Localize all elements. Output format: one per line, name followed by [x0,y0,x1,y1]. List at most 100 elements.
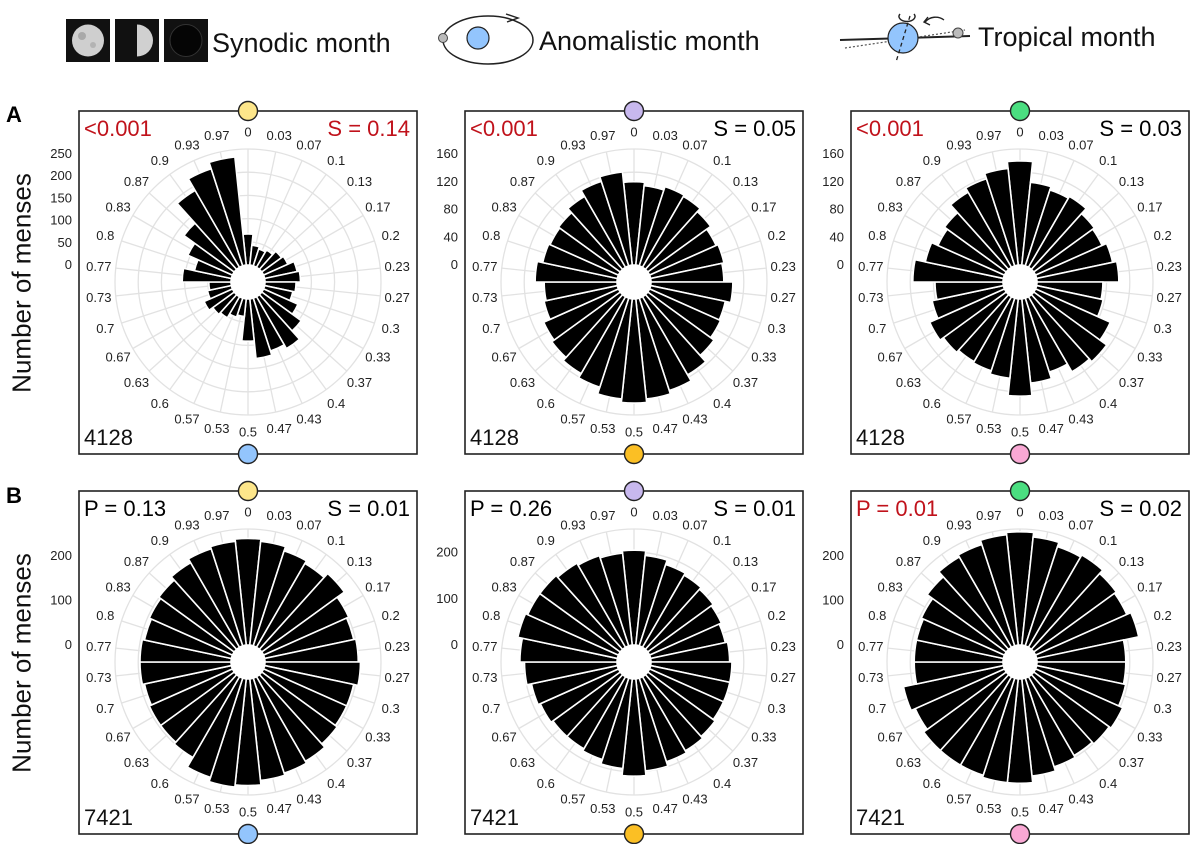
angle-tick-label: 0.17 [751,200,776,215]
angle-tick-label: 0.8 [96,228,114,243]
angle-tick-label: 0.2 [768,228,786,243]
radial-tick-label: 80 [444,202,458,217]
angle-tick-label: 0.23 [1157,259,1182,274]
phase-marker-top-icon [1009,480,1031,502]
angle-tick-label: 0.27 [1157,290,1182,305]
angle-tick-label: 0.4 [713,396,731,411]
angle-tick-label: 0.23 [385,259,410,274]
angle-tick-label: 0.57 [174,792,199,807]
angle-tick-label: 0.07 [1068,518,1093,533]
left-stat: <0.001 [856,116,924,141]
radial-tick-label: 100 [822,593,844,608]
phase-marker-bottom-icon [623,443,645,465]
angle-tick-label: 0.63 [510,375,535,390]
angle-tick-label: 0.77 [86,639,111,654]
phase-marker-top-icon [1009,100,1031,122]
angle-tick-label: 0 [1016,125,1023,140]
angle-tick-label: 0.63 [896,375,921,390]
angle-tick-label: 0.53 [976,421,1001,436]
radial-tick-label: 200 [50,548,72,563]
angle-tick-label: 0.87 [896,174,921,189]
angle-tick-label: 0.53 [590,421,615,436]
angle-tick-label: 0.27 [771,290,796,305]
angle-tick-label: 0.13 [733,554,758,569]
angle-tick-label: 0.27 [385,670,410,685]
radial-tick-label: 100 [50,213,72,228]
angle-tick-label: 0.33 [365,350,390,365]
full-moon-icon [66,19,110,62]
angle-tick-label: 0.77 [858,639,883,654]
angle-tick-label: 0.3 [768,701,786,716]
angle-tick-label: 0.9 [151,153,169,168]
angle-tick-label: 0.23 [771,639,796,654]
angle-tick-label: 0.7 [868,321,886,336]
phase-marker-top-icon [623,100,645,122]
angle-tick-label: 0.47 [1039,801,1064,816]
angle-tick-label: 0.53 [204,421,229,436]
angle-tick-label: 0.77 [472,639,497,654]
legend-synodic: Synodic month [212,28,391,58]
angle-tick-label: 0.07 [682,138,707,153]
angle-tick-label: 0 [630,125,637,140]
angle-tick-label: 0.07 [682,518,707,533]
angle-tick-label: 0 [630,505,637,520]
angle-tick-label: 0.77 [472,259,497,274]
row-letter-a: A [6,102,22,127]
angle-tick-label: 0.2 [1154,608,1172,623]
chart-a-anomalistic: 0 0.03 0.07 0.10.13 0.17 0.2 0.23 0.27 0.3 0.33 0.… [436,100,804,465]
angle-tick-label: 0.77 [858,259,883,274]
angle-tick-label: 0.87 [510,554,535,569]
angle-tick-label: 0.73 [472,670,497,685]
angle-tick-label: 0.33 [1137,350,1162,365]
angle-tick-label: 0.37 [347,375,372,390]
angle-tick-label: 0.17 [1137,580,1162,595]
angle-tick-label: 0.6 [537,776,555,791]
chart-b-synodic: 0 0.03 0.07 0.10.13 0.17 0.2 0.23 0.27 0.3 0.33 0.… [50,480,418,844]
sample-count: 7421 [84,805,133,830]
radial-tick-label: 150 [50,190,72,205]
angle-tick-label: 0.53 [976,801,1001,816]
angle-tick-label: 0.83 [105,200,130,215]
angle-tick-label: 0.6 [151,396,169,411]
angle-tick-label: 0.47 [653,421,678,436]
angle-tick-label: 0.1 [713,153,731,168]
radial-tick-label: 0 [65,257,72,272]
angle-tick-label: 0.7 [96,701,114,716]
angle-tick-label: 0.47 [267,801,292,816]
chart-a-tropical: 0 0.03 0.07 0.10.13 0.17 0.2 0.23 0.27 0.3 0.33 0.… [822,100,1190,465]
phase-marker-top-icon [623,480,645,502]
angle-tick-label: 0.87 [510,174,535,189]
angle-tick-label: 0.7 [96,321,114,336]
row-letter-b: B [6,483,22,508]
angle-tick-label: 0.53 [590,801,615,816]
angle-tick-label: 0.93 [560,518,585,533]
radial-tick-label: 160 [822,146,844,161]
angle-tick-label: 0.73 [858,670,883,685]
angle-tick-label: 0.7 [482,701,500,716]
angle-tick-label: 0.9 [923,153,941,168]
angle-tick-label: 0.63 [124,755,149,770]
angle-tick-label: 0.17 [365,200,390,215]
angle-tick-label: 0.8 [482,608,500,623]
angle-tick-label: 0.57 [560,412,585,427]
angle-tick-label: 0.87 [896,554,921,569]
sample-count: 7421 [856,805,905,830]
angle-tick-label: 0.93 [946,518,971,533]
chart-hub [231,645,265,679]
angle-tick-label: 0.17 [751,580,776,595]
angle-tick-label: 0.67 [105,350,130,365]
angle-tick-label: 0.93 [174,138,199,153]
angle-tick-label: 0.3 [382,321,400,336]
angle-tick-label: 0.03 [1039,128,1064,143]
radial-tick-label: 200 [436,545,458,560]
right-stat: S = 0.05 [713,116,796,141]
radial-tick-label: 100 [50,593,72,608]
angle-tick-label: 0.13 [1119,174,1144,189]
angle-tick-label: 0.33 [365,730,390,745]
angle-tick-label: 0.33 [751,730,776,745]
right-stat: S = 0.01 [327,496,410,521]
radial-tick-label: 40 [830,229,844,244]
radial-tick-label: 0 [837,257,844,272]
left-stat: <0.001 [470,116,538,141]
angle-tick-label: 0.63 [124,375,149,390]
